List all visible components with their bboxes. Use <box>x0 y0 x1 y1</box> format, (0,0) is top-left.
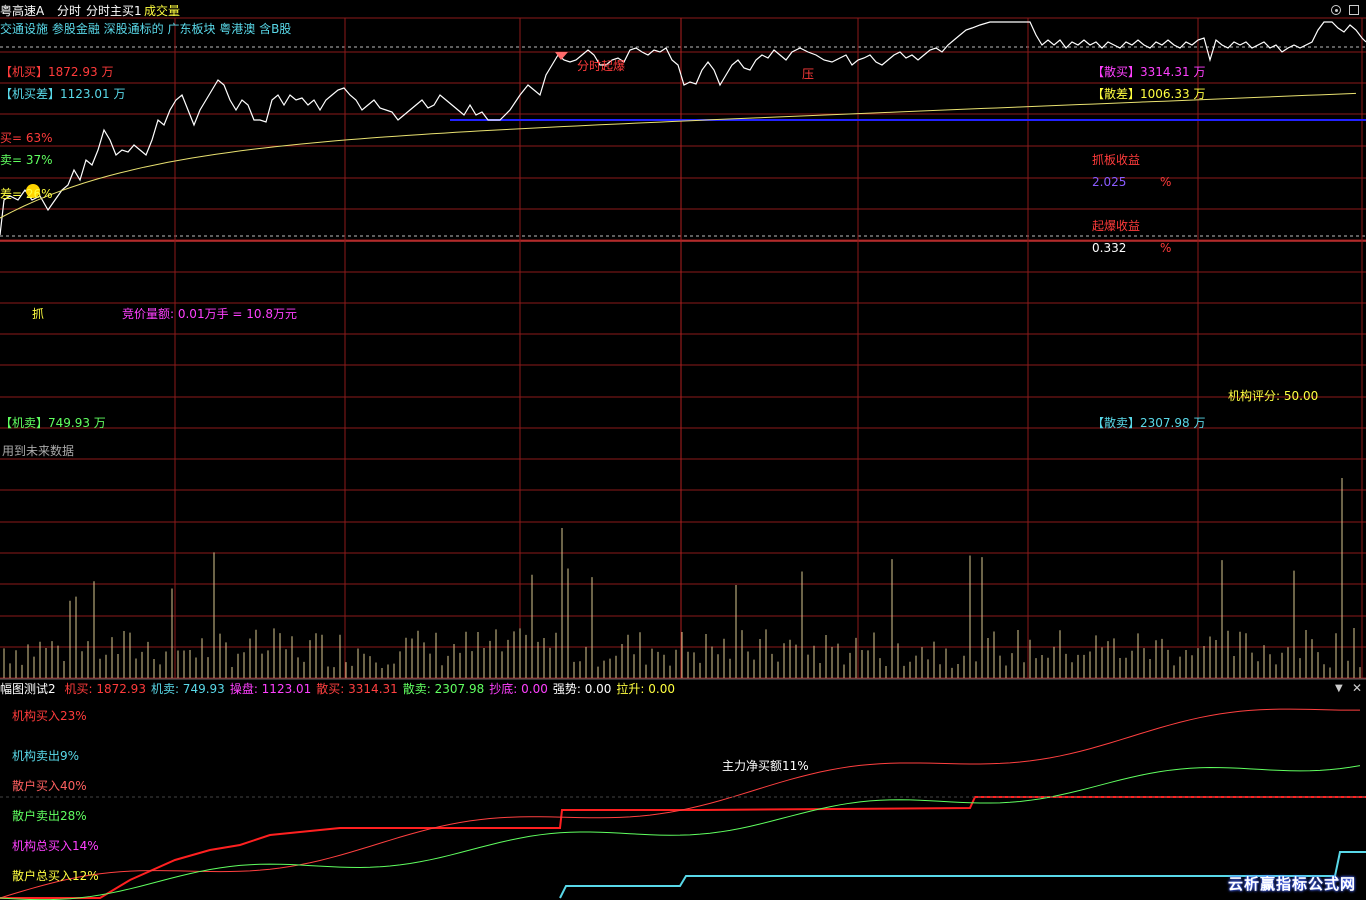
inst-sell-line <box>559 851 1366 899</box>
flag-icon <box>555 52 568 60</box>
inst-total-buy-label: 机构总买入14% <box>12 839 99 853</box>
bottom-header-item: 强势: 0.00 <box>552 682 612 696</box>
retail-buy-label: 【散买】3314.31 万 <box>1092 65 1206 79</box>
sell-pct-label: 卖= 37% <box>0 153 53 167</box>
bottom-header-item: 散卖: 2307.98 <box>402 682 485 696</box>
price-line <box>0 21 1366 236</box>
breakout-label: 分时起爆 <box>577 59 626 73</box>
retail-sell-out-label: 散户卖出28% <box>12 809 87 823</box>
smiley-icon <box>26 184 40 198</box>
retail-buy-line <box>0 796 1366 899</box>
retail-sell-line <box>0 765 1361 900</box>
inst-buy-label: 【机买】1872.93 万 <box>0 65 114 79</box>
breakout-profit-pct: % <box>1160 241 1172 255</box>
inst-diff-label: 【机买差】1123.01 万 <box>0 87 126 101</box>
bottom-header-item: 机卖: 749.93 <box>150 682 225 696</box>
breakout-profit-value: 0.332 <box>1092 241 1127 255</box>
inst-sell-out-label: 机构卖出9% <box>12 749 80 763</box>
limit-profit-pct: % <box>1160 175 1172 189</box>
limit-profit-value: 2.025 <box>1092 175 1127 189</box>
bottom-header-item: 机买: 1872.93 <box>64 682 146 696</box>
dropdown-icon[interactable]: ▼ <box>1335 683 1343 694</box>
minimize-icon[interactable] <box>1349 5 1359 15</box>
main-net-buy-label: 主力净买额11% <box>722 759 809 773</box>
auction-label: 竞价量额: 0.01万手 = 10.8万元 <box>122 307 297 321</box>
bottom-header-item: 散买: 3314.31 <box>316 682 398 696</box>
stock-name[interactable]: 粤高速A <box>0 4 45 18</box>
target-icon[interactable] <box>1331 5 1341 15</box>
volume-label[interactable]: 成交量 <box>144 4 181 18</box>
period-label[interactable]: 分时 <box>57 4 82 18</box>
bottom-header-item: 抄底: 0.00 <box>489 682 548 696</box>
inst-buy-line <box>0 708 1361 899</box>
retail-total-buy-label: 散户总买入12% <box>12 869 99 883</box>
retail-diff-label: 【散差】1006.33 万 <box>1092 87 1206 101</box>
grab-label: 抓 <box>32 307 45 321</box>
press-label: 压 <box>802 67 815 81</box>
bottom-header-item: 拉升: 0.00 <box>616 682 675 696</box>
buy-pct-label: 买= 63% <box>0 131 53 145</box>
bottom-header-item: 操盘: 1123.01 <box>229 682 312 696</box>
score-label: 机构评分: 50.00 <box>1228 389 1319 403</box>
average-price-line <box>0 92 1357 219</box>
limit-profit-label: 抓板收益 <box>1092 153 1141 167</box>
inst-sell-label: 【机卖】749.93 万 <box>0 416 106 430</box>
retail-sell-label: 【散卖】2307.98 万 <box>1092 416 1206 430</box>
future-data-note: 用到未来数据 <box>2 444 75 458</box>
watermark: 云析赢指标公式网 <box>1227 875 1356 893</box>
close-icon[interactable]: ✕ <box>1352 681 1363 695</box>
indicator-name[interactable]: 分时主买1 <box>86 4 142 18</box>
bottom-indicator-name[interactable]: 幅图测试2 <box>0 682 56 696</box>
retail-buy-in-label: 散户买入40% <box>12 779 87 793</box>
inst-buy-in-label: 机构买入23% <box>12 709 87 723</box>
bottom-indicator-header[interactable]: 幅图测试2 机买: 1872.93 机卖: 749.93 操盘: 1123.01 散买… <box>0 682 675 696</box>
concept-tags[interactable]: 交通设施 参股金融 深股通标的 广东板块 粤港澳 含B股 <box>0 22 292 36</box>
breakout-profit-label: 起爆收益 <box>1092 219 1141 233</box>
diff-pct-label: 差= 26% <box>0 187 53 201</box>
